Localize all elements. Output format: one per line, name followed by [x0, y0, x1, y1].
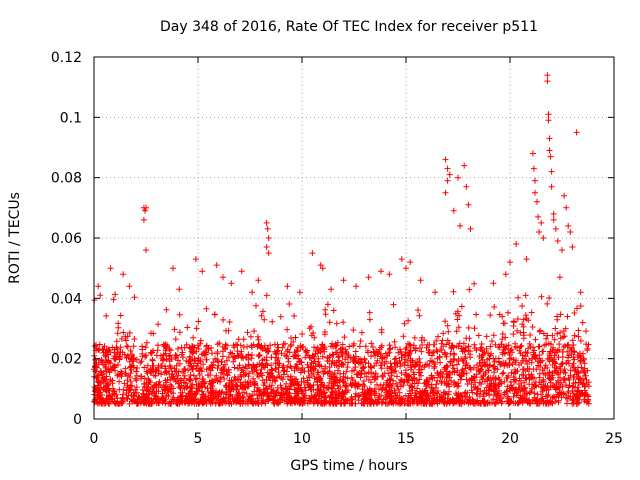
x-axis-ticks: 0 5 10 15 20 25: [90, 57, 623, 447]
y-tick-label: 0: [73, 412, 82, 428]
roti-point-markers: [91, 72, 592, 407]
x-tick-label: 0: [90, 431, 99, 447]
x-tick-label: 5: [194, 431, 203, 447]
y-tick-label: 0.12: [51, 50, 82, 66]
y-tick-label: 0.02: [51, 352, 82, 368]
y-axis-label: ROTI / TECUs: [7, 192, 23, 284]
chart-title: Day 348 of 2016, Rate Of TEC Index for r…: [160, 19, 538, 35]
x-tick-label: 25: [605, 431, 623, 447]
y-tick-label: 0.04: [51, 291, 82, 307]
y-tick-label: 0.08: [51, 171, 82, 187]
x-axis-label: GPS time / hours: [290, 458, 407, 474]
x-tick-label: 15: [397, 431, 415, 447]
x-tick-label: 10: [293, 431, 311, 447]
x-tick-label: 20: [501, 431, 519, 447]
y-axis-ticks: 0 0.02 0.04 0.06 0.08 0.1 0.12: [51, 50, 614, 428]
y-tick-label: 0.06: [51, 231, 82, 247]
data-points: [91, 72, 592, 407]
grid-lines: [94, 57, 614, 419]
y-tick-label: 0.1: [60, 110, 82, 126]
